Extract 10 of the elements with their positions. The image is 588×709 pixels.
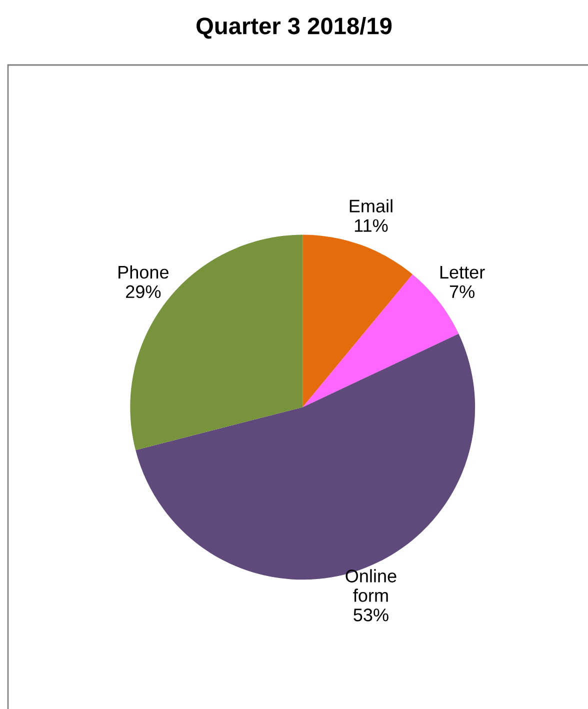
data-label: 11%: [354, 219, 388, 232]
slice-label: Phone: [118, 265, 168, 279]
chart-title: Quarter 3 2018/19: [196, 16, 392, 39]
data-label: 29%: [126, 285, 161, 298]
slice-label: Letter: [440, 266, 485, 279]
data-label: 53%: [354, 608, 388, 622]
data-label: 7%: [450, 285, 474, 298]
slice-label: Online form: [346, 569, 396, 602]
slice-label: Email: [350, 199, 392, 212]
pie-slice: [302, 234, 413, 408]
